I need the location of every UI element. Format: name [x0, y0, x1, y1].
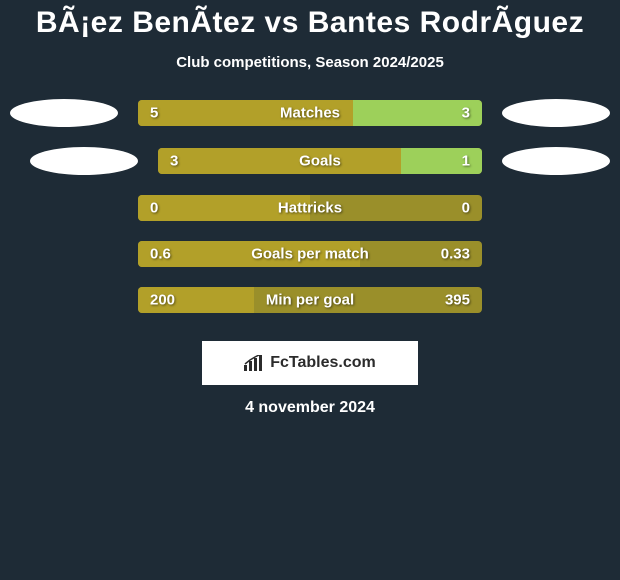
- date-label: 4 november 2024: [245, 399, 375, 417]
- comparison-chart: 5 3 Matches 3 1 Goals 0 0 Hattricks 0.6 0.33 Goals …: [0, 99, 620, 333]
- stat-row: 0 0 Hattricks: [10, 195, 610, 221]
- stat-right-value: 0: [462, 200, 470, 217]
- player-left-oval: [30, 147, 138, 175]
- stat-label: Goals: [299, 153, 341, 170]
- stat-right-value: 3: [462, 105, 470, 122]
- source-box[interactable]: FcTables.com: [202, 341, 418, 385]
- stat-row: 5 3 Matches: [10, 99, 610, 127]
- stat-row: 200 395 Min per goal: [10, 287, 610, 313]
- chart-icon: [244, 355, 264, 371]
- stat-right-value: 395: [445, 292, 470, 309]
- stat-bar: 3 1 Goals: [158, 148, 482, 174]
- source-label: FcTables.com: [270, 354, 376, 372]
- player-right-oval: [502, 99, 610, 127]
- stat-bar: 0 0 Hattricks: [138, 195, 482, 221]
- player-right-oval: [502, 147, 610, 175]
- stat-left-value: 3: [170, 153, 178, 170]
- stat-row: 0.6 0.33 Goals per match: [10, 241, 610, 267]
- stat-label: Goals per match: [251, 246, 369, 263]
- stat-label: Min per goal: [266, 292, 354, 309]
- stat-left-value: 0.6: [150, 246, 171, 263]
- stat-right-value: 1: [462, 153, 470, 170]
- page-title: BÃ¡ez BenÃ­tez vs Bantes RodrÃ­guez: [36, 6, 584, 40]
- player-left-oval: [10, 99, 118, 127]
- page-subtitle: Club competitions, Season 2024/2025: [176, 54, 444, 71]
- stat-left-value: 200: [150, 292, 175, 309]
- stat-left-value: 0: [150, 200, 158, 217]
- stat-bar: 200 395 Min per goal: [138, 287, 482, 313]
- stat-row: 3 1 Goals: [10, 147, 610, 175]
- stat-label: Hattricks: [278, 200, 342, 217]
- stat-label: Matches: [280, 105, 340, 122]
- stat-bar: 0.6 0.33 Goals per match: [138, 241, 482, 267]
- stat-bar: 5 3 Matches: [138, 100, 482, 126]
- stat-right-value: 0.33: [441, 246, 470, 263]
- bar-left-fill: [158, 148, 401, 174]
- stat-left-value: 5: [150, 105, 158, 122]
